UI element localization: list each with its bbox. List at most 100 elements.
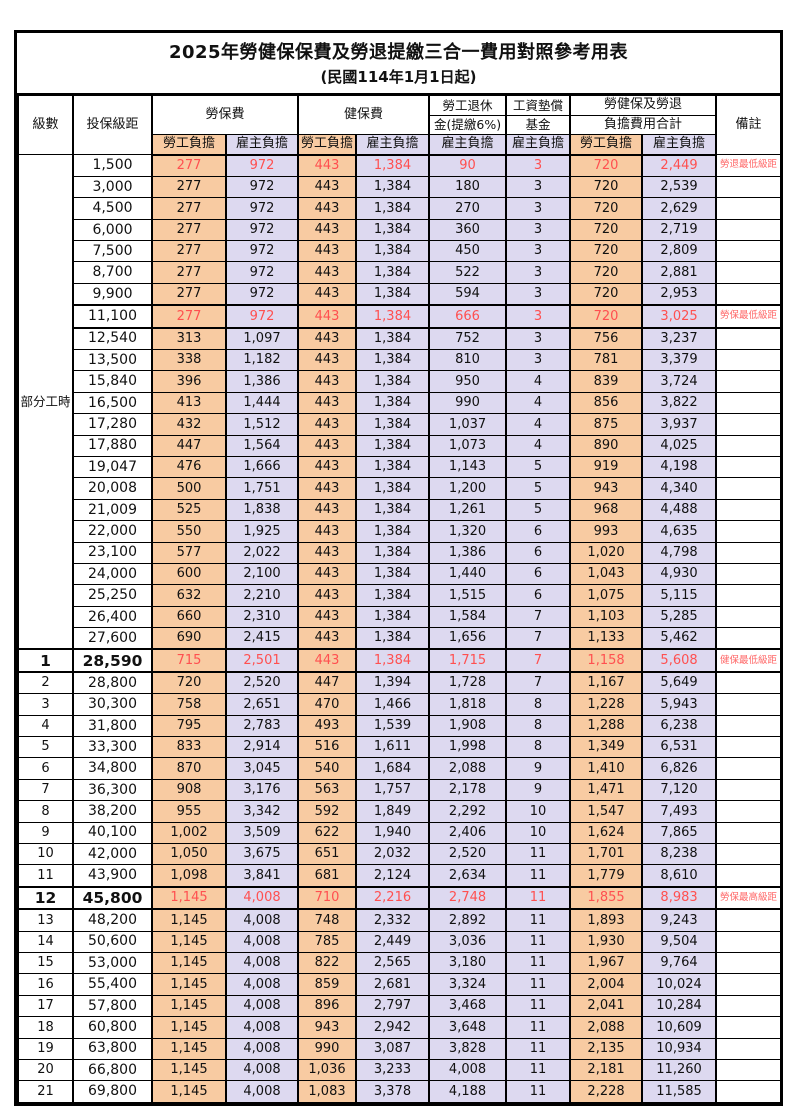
bracket-cell: 20,008	[72, 477, 153, 500]
value-cell: 4,008	[224, 885, 300, 911]
value-cell: 3,237	[641, 327, 718, 351]
value-cell: 955	[151, 800, 227, 823]
value-cell: 2,041	[569, 994, 644, 1018]
value-cell: 1,779	[569, 864, 644, 888]
value-cell: 758	[151, 693, 227, 716]
value-cell: 2,797	[355, 994, 431, 1018]
remark-cell	[715, 520, 783, 543]
value-cell: 1,849	[355, 800, 431, 823]
value-cell: 2,032	[355, 842, 431, 866]
value-cell: 1,288	[569, 714, 644, 738]
value-cell: 270	[428, 197, 508, 220]
value-cell: 470	[297, 693, 358, 716]
value-cell: 919	[569, 455, 644, 479]
table-row: 15 53,000 1,145 4,008 822 2,565 3,180 11 1,967 9,…	[17, 951, 783, 975]
value-cell: 3	[505, 349, 572, 372]
value-cell: 7,865	[641, 821, 718, 845]
value-cell: 4,198	[641, 455, 718, 479]
remark-cell	[715, 584, 783, 607]
bracket-cell: 13,500	[72, 349, 153, 372]
value-cell: 594	[428, 282, 508, 306]
value-cell: 890	[569, 434, 644, 457]
table-row: 18 60,800 1,145 4,008 943 2,942 3,648 11 2,088 10…	[17, 1016, 783, 1039]
value-cell: 950	[428, 370, 508, 393]
value-cell: 443	[297, 197, 358, 220]
table-row: 21,009 525 1,838 443 1,384 1,261 5 968 4,488	[18, 498, 783, 522]
value-cell: 3,724	[641, 370, 718, 393]
table-row: 11,100 277 972 443 1,384 666 3 720 3,025 勞保最低級距	[18, 304, 783, 329]
value-cell: 1,036	[297, 1058, 358, 1082]
table-row: 3 30,300 758 2,651 470 1,466 1,818 8 1,228 5,943	[17, 693, 783, 716]
value-cell: 2,449	[355, 930, 431, 953]
remark-cell	[715, 908, 783, 932]
header-wage-fund-line1: 工資墊償	[505, 95, 572, 116]
bracket-cell: 15,840	[72, 370, 153, 393]
header-labor-employee-burden: 勞工負擔	[151, 134, 227, 156]
value-cell: 443	[297, 370, 358, 393]
value-cell: 2,501	[224, 648, 300, 673]
value-cell: 11	[505, 908, 572, 932]
value-cell: 2,216	[355, 885, 431, 911]
value-cell: 795	[151, 714, 227, 738]
value-cell: 720	[569, 154, 644, 177]
value-cell: 7	[505, 605, 572, 629]
value-cell: 1,611	[355, 736, 431, 759]
value-cell: 4,008	[224, 994, 300, 1018]
value-cell: 622	[297, 821, 358, 845]
bracket-cell: 63,800	[72, 1037, 153, 1060]
value-cell: 690	[151, 627, 227, 650]
value-cell: 1,515	[428, 584, 508, 607]
value-cell: 1,158	[569, 648, 644, 673]
value-cell: 3	[505, 327, 572, 351]
bracket-cell: 45,800	[72, 885, 153, 911]
table-row: 3,000 277 972 443 1,384 180 3 720 2,539	[18, 175, 783, 199]
value-cell: 1,684	[355, 757, 431, 780]
value-cell: 11	[505, 864, 572, 888]
value-cell: 443	[297, 648, 358, 673]
header-labor-insurance: 勞保費	[150, 95, 300, 135]
remark-cell	[715, 973, 783, 996]
value-cell: 11	[505, 1016, 572, 1039]
page-title: 2025年勞健保保費及勞退提繳三合一費用對照參考用表	[168, 42, 629, 63]
value-cell: 1,103	[569, 605, 644, 629]
remark-cell	[715, 736, 783, 759]
value-cell: 720	[569, 197, 644, 220]
bracket-cell: 55,400	[72, 973, 153, 996]
value-cell: 3,379	[641, 349, 718, 372]
value-cell: 1,701	[569, 842, 644, 866]
value-cell: 1,050	[151, 842, 227, 866]
bracket-cell: 66,800	[72, 1058, 153, 1082]
value-cell: 1,073	[428, 434, 508, 457]
value-cell: 9,243	[641, 908, 718, 932]
level-cell: 17	[17, 994, 74, 1018]
value-cell: 6	[505, 562, 572, 586]
level-cell: 14	[17, 930, 74, 953]
value-cell: 9,764	[641, 951, 718, 975]
table-row: 20 66,800 1,145 4,008 1,036 3,233 4,008 11 2,181…	[17, 1058, 783, 1082]
value-cell: 493	[297, 714, 358, 738]
value-cell: 10	[505, 821, 572, 845]
value-cell: 443	[297, 175, 358, 199]
value-cell: 443	[297, 282, 358, 306]
bracket-cell: 12,540	[72, 327, 153, 351]
value-cell: 7	[505, 671, 572, 695]
remark-cell	[715, 778, 783, 802]
remark-cell: 勞保最低級距	[715, 304, 783, 329]
bracket-cell: 34,800	[72, 757, 153, 780]
value-cell: 443	[297, 154, 358, 177]
table-row: 27,600 690 2,415 443 1,384 1,656 7 1,133 5,462	[18, 627, 783, 650]
value-cell: 5,649	[641, 671, 718, 695]
value-cell: 2,942	[355, 1016, 431, 1039]
level-cell: 7	[17, 778, 74, 802]
value-cell: 2,783	[224, 714, 300, 738]
level-cell: 6	[17, 757, 74, 780]
value-cell: 4,008	[224, 1058, 300, 1082]
value-cell: 11	[505, 1080, 572, 1103]
value-cell: 11	[505, 1058, 572, 1082]
bracket-cell: 30,300	[72, 693, 153, 716]
value-cell: 1,967	[569, 951, 644, 975]
value-cell: 2,088	[569, 1016, 644, 1039]
value-cell: 972	[224, 175, 300, 199]
value-cell: 752	[428, 327, 508, 351]
value-cell: 2,332	[355, 908, 431, 932]
